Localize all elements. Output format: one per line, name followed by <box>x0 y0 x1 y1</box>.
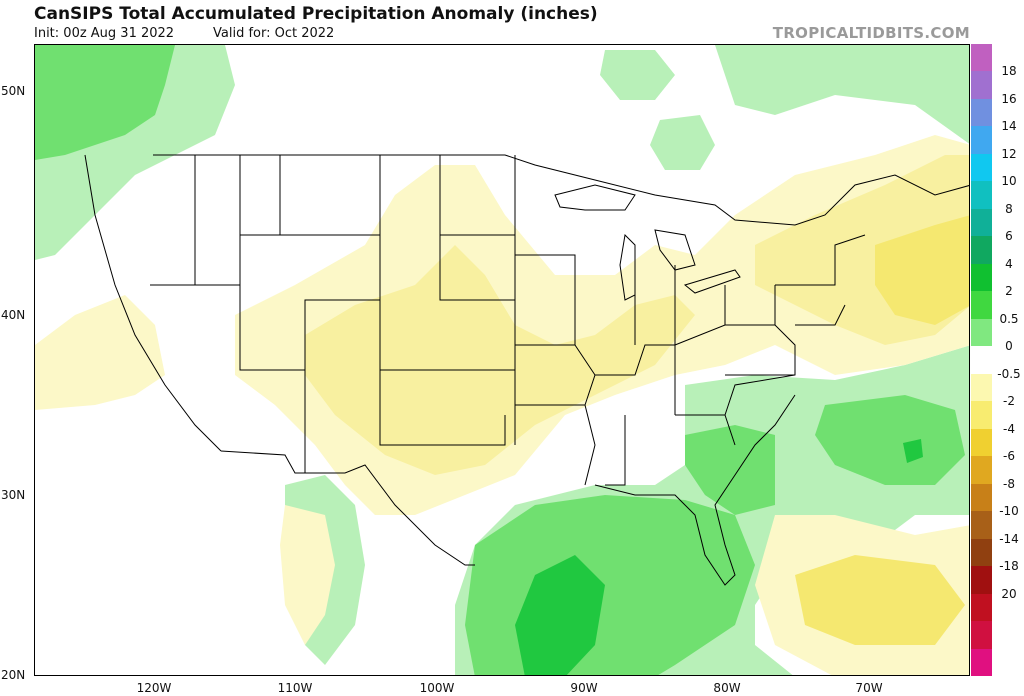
dry-central-us-mid <box>305 245 695 475</box>
state-lines-west <box>150 155 516 473</box>
colorbar-segment <box>971 44 992 72</box>
lake-erie <box>683 269 741 294</box>
colorbar-tick-label: 18 <box>1001 64 1017 79</box>
lon-label-90w: 90W <box>570 681 598 695</box>
colorbar-tick-label: 4 <box>1005 256 1013 271</box>
colorbar-segment <box>971 346 992 375</box>
colorbar-tick-label: 12 <box>1001 146 1017 161</box>
colorbar-segment <box>971 456 992 485</box>
dry-anomaly-fields <box>35 135 969 675</box>
colorbar-legend <box>971 44 992 677</box>
colorbar-segment <box>971 71 992 100</box>
colorbar-tick-label: 8 <box>1005 201 1013 216</box>
colorbar-tick-label: 0.5 <box>999 311 1019 326</box>
wet-florida-core <box>685 425 775 515</box>
lon-label-80w: 80W <box>713 681 741 695</box>
colorbar-segment <box>971 236 992 265</box>
colorbar-tick-label: -10 <box>999 504 1019 519</box>
coastline-gulf <box>594 394 796 586</box>
colorbar-segment <box>971 511 992 540</box>
colorbar-segment <box>971 428 992 457</box>
lon-label-110w: 110W <box>277 681 313 695</box>
state-lines-central <box>514 155 796 486</box>
us-canada-border <box>153 154 969 226</box>
colorbar-segment <box>971 208 992 237</box>
state-lines-east <box>634 234 866 376</box>
lake-superior <box>554 184 636 211</box>
lon-label-100w: 100W <box>419 681 455 695</box>
coastline-pacific <box>84 154 222 452</box>
colorbar-tick-label: -14 <box>999 531 1019 546</box>
colorbar-tick-label: -18 <box>999 559 1019 574</box>
colorbar-tick-label: 14 <box>1001 119 1017 134</box>
colorbar-tick-label: 6 <box>1005 229 1013 244</box>
dry-northeast-core <box>875 215 969 325</box>
lake-huron <box>654 229 696 271</box>
brand-watermark: TROPICALTIDBITS.COM <box>772 24 970 42</box>
colorbar-tick-label: -0.5 <box>997 366 1021 381</box>
colorbar-tick-label: 20 <box>1001 586 1017 601</box>
dry-baja <box>280 505 335 645</box>
lat-label-20n: 20N <box>1 668 26 682</box>
wet-canada-east <box>715 45 969 144</box>
map-title: CanSIPS Total Accumulated Precipitation … <box>34 4 598 24</box>
lake-michigan <box>619 233 636 301</box>
wet-gulf-strong <box>515 555 605 675</box>
precipitation-anomaly-map <box>34 44 970 676</box>
colorbar-tick-label: 0 <box>1005 339 1013 354</box>
lat-label-50n: 50N <box>1 84 26 98</box>
colorbar-segment <box>971 153 992 182</box>
wet-canada-blob <box>600 50 675 100</box>
colorbar-tick-label: -6 <box>1003 449 1015 464</box>
colorbar-segment <box>971 538 992 567</box>
colorbar-tick-label: 2 <box>1005 284 1013 299</box>
colorbar-segment <box>971 621 992 649</box>
colorbar-segment <box>971 263 992 292</box>
lon-label-120w: 120W <box>136 681 172 695</box>
init-time-label: Init: 00z Aug 31 2022 <box>34 26 175 41</box>
colorbar-segment <box>971 593 992 622</box>
colorbar-segment <box>971 126 992 155</box>
colorbar-segment <box>971 483 992 512</box>
colorbar-tick-label: 16 <box>1001 91 1017 106</box>
lon-label-70w: 70W <box>855 681 883 695</box>
political-borders <box>84 154 969 586</box>
map-canvas <box>35 45 969 675</box>
us-mexico-border <box>220 450 475 566</box>
colorbar-segment <box>971 291 992 320</box>
lat-label-30n: 30N <box>1 488 26 502</box>
wet-atlantic-core <box>815 395 965 485</box>
colorbar-segment <box>971 648 992 677</box>
colorbar-segment <box>971 566 992 595</box>
colorbar-tick-label: -4 <box>1003 421 1015 436</box>
wet-canada-blob-2 <box>650 115 715 170</box>
wet-atlantic-dot <box>903 439 923 463</box>
colorbar-segment <box>971 401 992 430</box>
dry-caribbean-core <box>795 555 965 645</box>
wet-pacific-northwest-core <box>35 45 175 160</box>
colorbar-segment <box>971 98 992 127</box>
great-lakes <box>554 184 741 301</box>
colorbar-tick-label: -8 <box>1003 476 1015 491</box>
valid-time-label: Valid for: Oct 2022 <box>213 26 335 41</box>
lat-label-40n: 40N <box>1 308 26 322</box>
colorbar-tick-label: 10 <box>1001 174 1017 189</box>
colorbar-segment <box>971 373 992 402</box>
dry-pacific-coast <box>35 295 165 410</box>
colorbar-segment <box>971 318 992 347</box>
colorbar-segment <box>971 181 992 210</box>
colorbar-tick-label: -2 <box>1003 394 1015 409</box>
